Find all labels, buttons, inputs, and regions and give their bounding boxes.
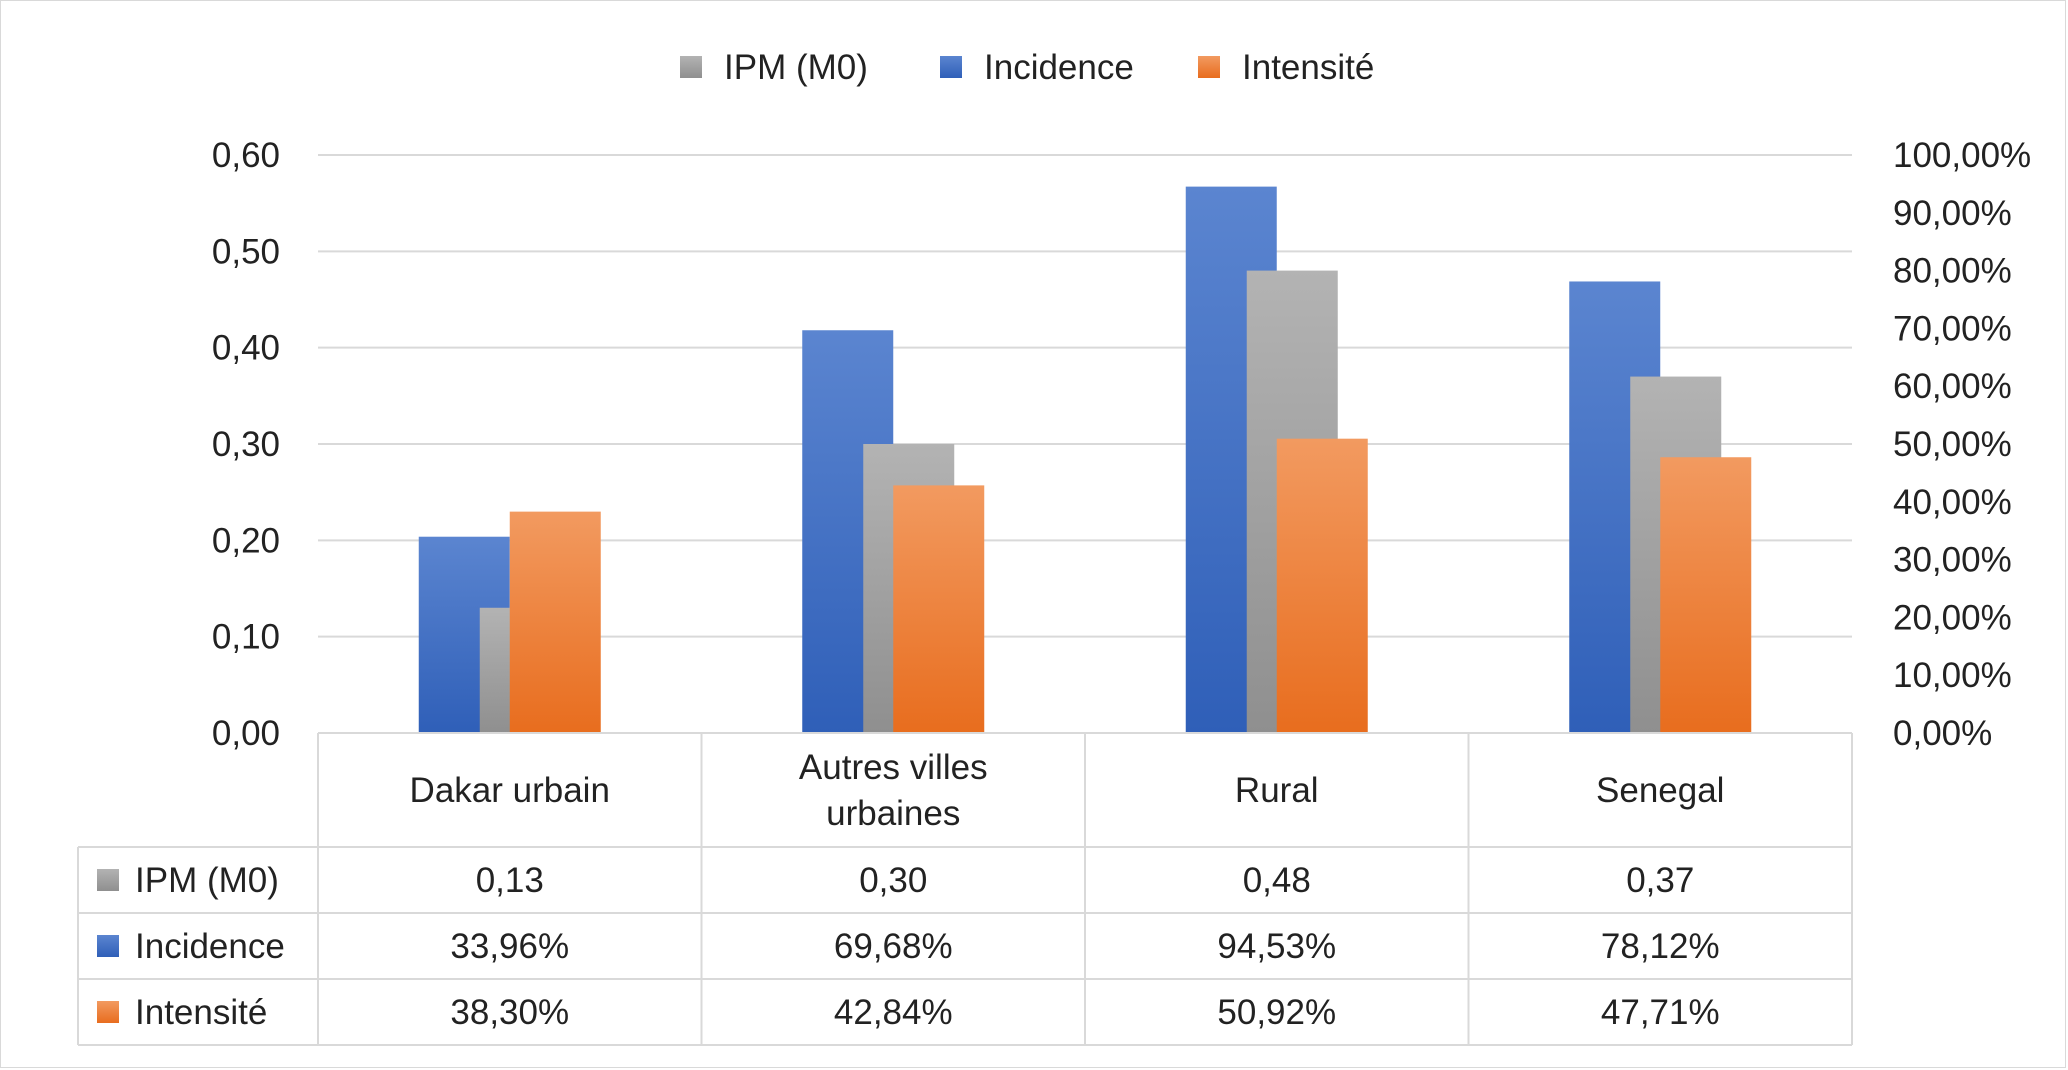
bar-intensite — [893, 485, 985, 733]
category-label: Autres villes urbaines — [799, 748, 988, 833]
left-axis-tick-label: 0,10 — [212, 618, 280, 657]
right-axis-tick-label: 0,00% — [1893, 714, 1992, 753]
table-row-label-ipm-m0: IPM (M0) — [135, 861, 279, 900]
bar-intensite — [1276, 438, 1368, 733]
table-cell-value: 42,84% — [834, 993, 953, 1032]
legend-label-ipm-m0: IPM (M0) — [724, 48, 868, 87]
legend-swatch-incidence — [940, 56, 962, 78]
legend-label-incidence: Incidence — [984, 48, 1134, 87]
table-cell-value: 0,13 — [476, 861, 544, 900]
table-cell-value: 38,30% — [450, 993, 569, 1032]
right-axis-tick-label: 40,00% — [1893, 483, 2012, 522]
legend-swatch-intensite — [1198, 56, 1220, 78]
left-axis-tick-label: 0,00 — [212, 714, 280, 753]
table-row-label-incidence: Incidence — [135, 927, 285, 966]
table-cell-value: 0,30 — [859, 861, 927, 900]
legend-label-intensite: Intensité — [1242, 48, 1374, 87]
left-axis-tick-label: 0,30 — [212, 425, 280, 464]
table-cell-value: 69,68% — [834, 927, 953, 966]
table-row-label-intensite: Intensité — [135, 993, 267, 1032]
data-table: Dakar urbain Autres villes urbaines Rural Se… — [77, 733, 1853, 1046]
right-axis-tick-label: 60,00% — [1893, 367, 2012, 406]
right-axis-tick-label: 80,00% — [1893, 252, 2012, 291]
right-axis-tick-label: 50,00% — [1893, 425, 2012, 464]
left-axis: 0,00 0,10 0,20 0,30 0,40 0,50 0,60 — [212, 136, 280, 753]
right-axis-tick-label: 20,00% — [1893, 598, 2012, 637]
bar-intensite — [509, 511, 601, 733]
bar-intensite — [1660, 457, 1752, 733]
table-cell-value: 0,37 — [1626, 861, 1694, 900]
legend: IPM (M0) Incidence Intensité — [680, 48, 1374, 87]
legend-swatch-ipm-m0 — [680, 56, 702, 78]
table-cell-value: 94,53% — [1217, 927, 1336, 966]
table-cell-value: 0,48 — [1243, 861, 1311, 900]
table-swatch-incidence — [97, 935, 119, 957]
category-label: Senegal — [1596, 771, 1724, 810]
right-axis-tick-label: 100,00% — [1893, 136, 2031, 175]
right-axis-tick-label: 90,00% — [1893, 194, 2012, 233]
bars — [318, 186, 1852, 734]
category-label: Rural — [1235, 771, 1319, 810]
table-cell-value: 33,96% — [450, 927, 569, 966]
right-axis-tick-label: 70,00% — [1893, 309, 2012, 348]
table-cell-value: 47,71% — [1601, 993, 1720, 1032]
left-axis-tick-label: 0,50 — [212, 232, 280, 271]
right-axis-tick-label: 30,00% — [1893, 541, 2012, 580]
left-axis-tick-label: 0,20 — [212, 521, 280, 560]
table-cell-value: 78,12% — [1601, 927, 1720, 966]
category-label: Dakar urbain — [410, 771, 610, 810]
table-swatch-intensite — [97, 1001, 119, 1023]
right-axis: 0,00% 10,00% 20,00% 30,00% 40,00% 50,00% 60,00… — [1893, 136, 2031, 753]
table-cell-value: 50,92% — [1217, 993, 1336, 1032]
left-axis-tick-label: 0,40 — [212, 329, 280, 368]
left-axis-tick-label: 0,60 — [212, 136, 280, 175]
right-axis-tick-label: 10,00% — [1893, 656, 2012, 695]
table-swatch-ipm-m0 — [97, 869, 119, 891]
